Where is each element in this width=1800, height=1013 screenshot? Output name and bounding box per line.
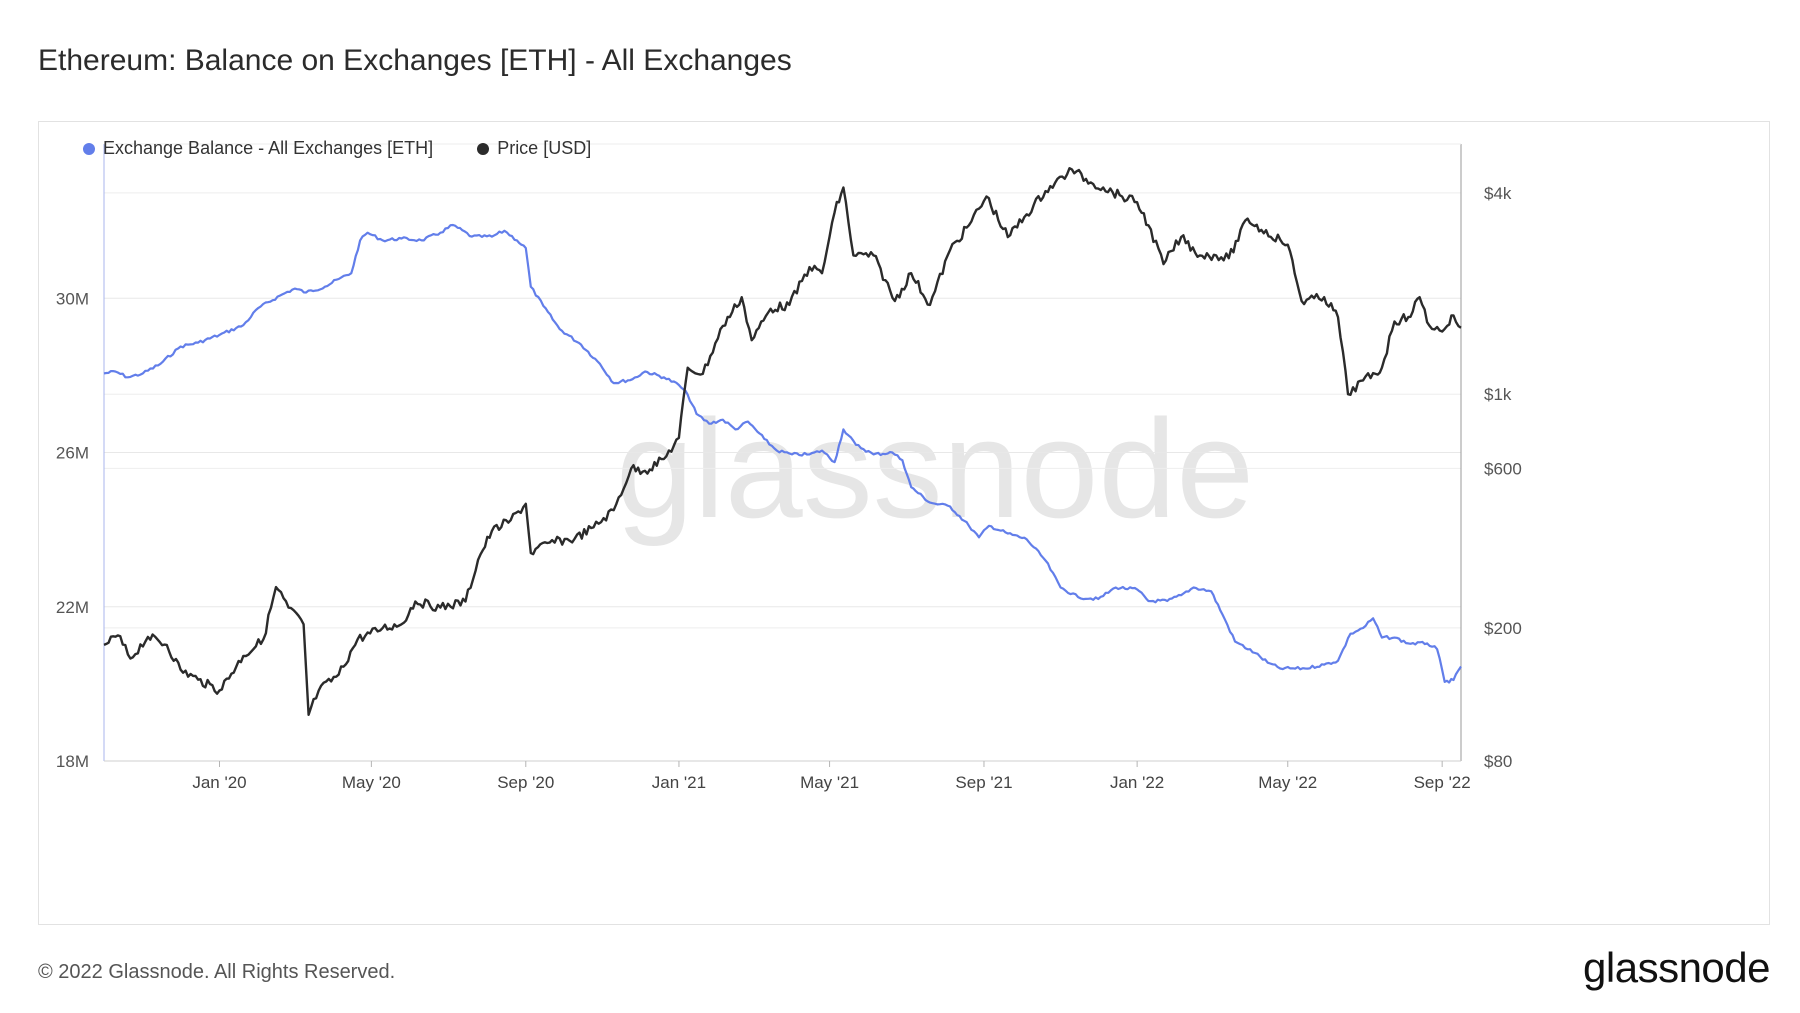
legend-item-exchange-balance[interactable]: Exchange Balance - All Exchanges [ETH]: [83, 138, 433, 159]
x-tick-label: Sep '21: [955, 773, 1012, 792]
chart-frame: glassnode 18M 22M 26M 30M $80 $200 $600 $1k $4k J…: [38, 121, 1770, 925]
x-tick-label: Jan '21: [652, 773, 706, 792]
series-line-exchange-balance: [103, 223, 1462, 684]
grid-lines: [104, 192, 1461, 629]
y-right-tick-label: $4k: [1484, 184, 1512, 203]
legend-item-price[interactable]: Price [USD]: [477, 138, 591, 159]
axes: 18M 22M 26M 30M $80 $200 $600 $1k $4k Jan '20 May …: [56, 143, 1522, 792]
y-right-tick-label: $1k: [1484, 385, 1512, 404]
x-tick-label: May '22: [1258, 773, 1317, 792]
y-left-tick-label: 22M: [56, 598, 89, 617]
legend-dot-exchange-balance: [83, 142, 95, 155]
y-right-tick-label: $200: [1484, 619, 1522, 638]
x-tick-label: May '21: [800, 773, 859, 792]
x-tick-label: Sep '22: [1414, 773, 1471, 792]
y-right-tick-label: $80: [1484, 752, 1512, 771]
copyright-text: © 2022 Glassnode. All Rights Reserved.: [38, 961, 396, 983]
y-left-tick-label: 30M: [56, 289, 89, 308]
y-left-tick-label: 18M: [56, 752, 89, 771]
page-title: Ethereum: Balance on Exchanges [ETH] - A…: [38, 44, 792, 77]
legend-label-exchange-balance: Exchange Balance - All Exchanges [ETH]: [103, 138, 434, 158]
x-tick-label: Jan '22: [1110, 773, 1164, 792]
x-tick-label: Sep '20: [497, 773, 554, 792]
x-tick-label: Jan '20: [192, 773, 246, 792]
y-left-tick-label: 26M: [56, 444, 89, 463]
legend: Exchange Balance - All Exchanges [ETH] P…: [83, 138, 635, 159]
y-right-tick-label: $600: [1484, 459, 1522, 478]
chart-canvas: glassnode 18M22M26M30M$80$200$600$1k$4kJ…: [56, 143, 1522, 792]
legend-label-price: Price [USD]: [497, 138, 592, 158]
x-tick-label: May '20: [342, 773, 401, 792]
legend-dot-price: [477, 142, 490, 155]
series-lines: [103, 167, 1462, 716]
glassnode-logo[interactable]: glassnode: [1583, 944, 1770, 991]
series-line-price: [103, 167, 1462, 716]
